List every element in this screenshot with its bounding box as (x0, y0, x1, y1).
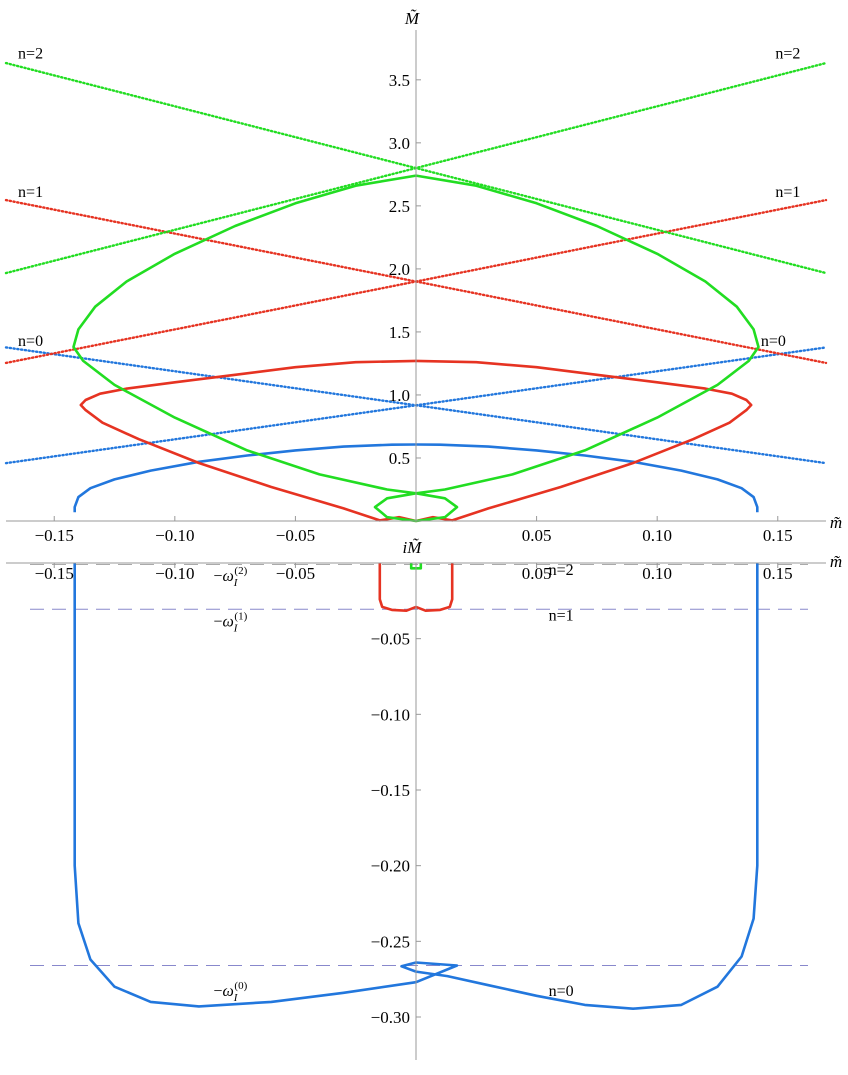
top-series-label: n=1 (775, 184, 800, 201)
top-series-label: n=0 (18, 333, 43, 350)
top-x-axis-label: m̃ (830, 513, 842, 532)
bottom-series-label: n=0 (549, 983, 574, 1000)
bottom-x-tick-label: −0.05 (276, 564, 315, 583)
top-series-label: n=2 (775, 45, 800, 62)
top-y-tick-label: 3.0 (389, 134, 410, 153)
top-x-tick-label: −0.10 (155, 526, 194, 545)
bottom-y-tick-label: −0.20 (371, 857, 410, 876)
top-y-tick-label: 0.5 (389, 449, 410, 468)
top-series-label: n=1 (18, 184, 43, 201)
bottom-series-label: n=1 (549, 608, 574, 625)
bottom-y-tick-label: −0.05 (371, 630, 410, 649)
top-panel: −0.15 −0.10 −0.05 0.05 0.10 0.15 0.5 1.0 1.5 2.0 2… (6, 9, 842, 545)
top-x-tick-label: −0.15 (35, 526, 74, 545)
bottom-x-tick-label: −0.10 (155, 564, 194, 583)
top-y-tick-label: 3.5 (389, 71, 410, 90)
bottom-y-axis-label: iM̃ (403, 538, 423, 557)
bottom-y-tick-label: −0.10 (371, 705, 410, 724)
top-x-tick-label: −0.05 (276, 526, 315, 545)
top-y-tick-label: 1.0 (389, 386, 410, 405)
bottom-y-tick-label: −0.30 (371, 1008, 410, 1027)
top-x-tick-label: 0.05 (522, 526, 552, 545)
bottom-x-tick-label: 0.10 (642, 564, 672, 583)
bottom-y-tick-label: −0.25 (371, 932, 410, 951)
omega-level-label: −ωI(0) (213, 980, 247, 1004)
top-y-tick-label: 2.5 (389, 197, 410, 216)
curve-n2-right (416, 176, 759, 521)
omega-level-label: −ωI(2) (213, 565, 247, 589)
omega-level-label: −ωI(1) (213, 611, 247, 635)
top-x-tick-label: 0.10 (642, 526, 672, 545)
curve-n1-right (416, 361, 751, 521)
top-series-label: n=0 (761, 333, 786, 350)
bottom-panel: −0.15 −0.10 −0.05 0.05 0.10 0.15 −0.05 −0.10 −0.… (6, 538, 842, 1060)
bottom-x-axis-label: m̃ (830, 552, 842, 571)
bottom-series-label: n=2 (549, 562, 574, 579)
bottom-x-tick-label: 0.05 (522, 564, 552, 583)
top-x-tick-label: 0.15 (763, 526, 793, 545)
bottom-y-tick-label: −0.15 (371, 781, 410, 800)
top-y-axis-label: M̃ (404, 9, 420, 28)
bottom-x-tick-label: 0.15 (763, 564, 793, 583)
curve-n1-left (81, 361, 416, 521)
top-series-label: n=2 (18, 45, 43, 62)
bottom-x-tick-label: −0.15 (35, 564, 74, 583)
curve-n2-left (74, 176, 417, 521)
top-y-tick-label: 1.5 (389, 323, 410, 342)
top-y-tick-label: 2.0 (389, 260, 410, 279)
